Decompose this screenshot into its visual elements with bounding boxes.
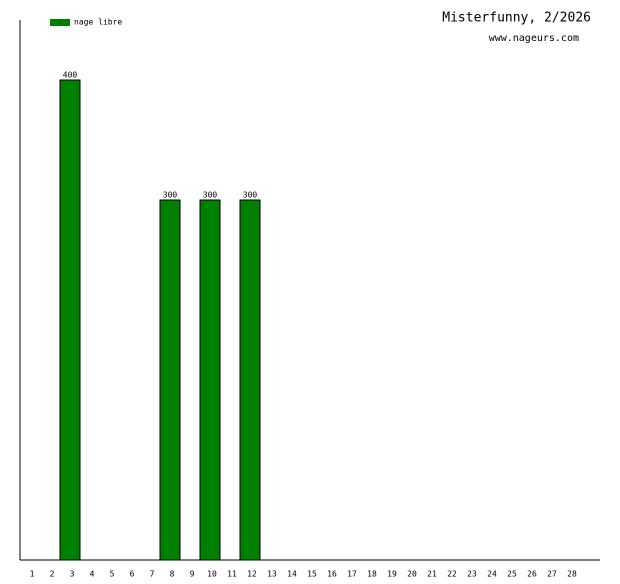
x-tick-label: 20 — [407, 570, 417, 579]
x-tick-label: 10 — [207, 570, 217, 579]
x-tick-label: 25 — [507, 570, 517, 579]
x-tick-label: 27 — [547, 570, 557, 579]
data-label: 300 — [163, 191, 178, 200]
x-tick-label: 7 — [150, 570, 155, 579]
x-tick-label: 6 — [130, 570, 135, 579]
x-tick-label: 11 — [227, 570, 237, 579]
x-tick-label: 2 — [50, 570, 55, 579]
bar — [199, 199, 221, 561]
x-tick-label: 26 — [527, 570, 537, 579]
x-tick-label: 21 — [427, 570, 437, 579]
x-tick-label: 9 — [190, 570, 195, 579]
x-tick-label: 14 — [287, 570, 297, 579]
x-tick-label: 24 — [487, 570, 497, 579]
x-tick-label: 5 — [110, 570, 115, 579]
chart-subtitle: www.nageurs.com — [489, 33, 579, 44]
x-tick-label: 19 — [387, 570, 397, 579]
bar — [59, 79, 81, 561]
x-tick-label: 16 — [327, 570, 337, 579]
x-tick-label: 3 — [70, 570, 75, 579]
x-tick-label: 15 — [307, 570, 317, 579]
x-tick-label: 23 — [467, 570, 477, 579]
x-tick-label: 17 — [347, 570, 357, 579]
bar — [159, 199, 181, 561]
x-tick-label: 22 — [447, 570, 457, 579]
x-tick-label: 4 — [90, 570, 95, 579]
chart-title: Misterfunny, 2/2026 — [442, 11, 591, 26]
x-tick-label: 12 — [247, 570, 257, 579]
data-label: 300 — [203, 191, 218, 200]
x-tick-label: 8 — [170, 570, 175, 579]
x-tick-label: 18 — [367, 570, 377, 579]
x-tick-label: 28 — [567, 570, 577, 579]
x-tick-label: 1 — [30, 570, 35, 579]
data-label: 300 — [243, 191, 258, 200]
bar — [239, 199, 261, 561]
data-label: 400 — [63, 71, 78, 80]
legend-swatch — [50, 19, 70, 26]
x-tick-label: 13 — [267, 570, 277, 579]
legend-label: nage libre — [74, 18, 122, 27]
